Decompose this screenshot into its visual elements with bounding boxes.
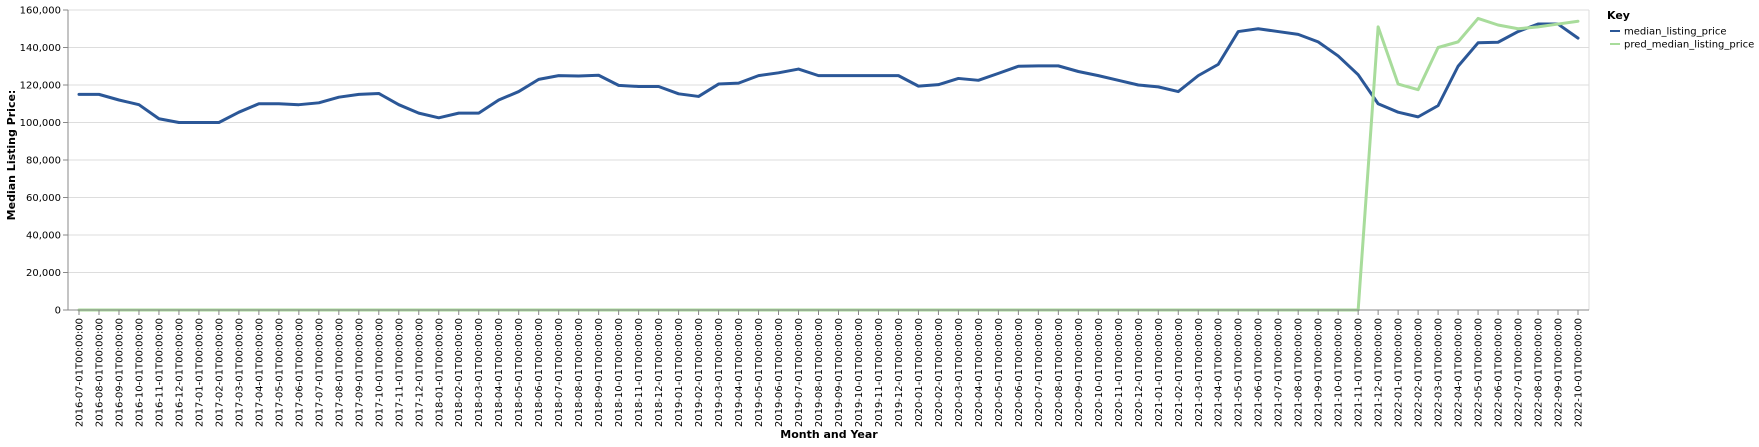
x-tick-label: 2017-07-01T00:00:00 [314,318,325,427]
x-tick-label: 2022-02-01T00:00:00 [1414,318,1425,427]
x-tick-label: 2018-10-01T00:00:00 [614,318,625,427]
x-tick-label: 2018-04-01T00:00:00 [494,318,505,427]
x-tick-label: 2021-05-01T00:00:00 [1234,318,1245,427]
legend-title: Key [1607,9,1630,22]
x-tick-label: 2018-12-01T00:00:00 [654,318,665,427]
y-axis-title: Median Listing Price: [5,90,18,221]
x-tick-label: 2021-07-01T00:00:00 [1274,318,1285,427]
legend: Key median_listing_price pred_median_list… [1607,9,1754,51]
x-tick-label: 2018-02-01T00:00:00 [454,318,465,427]
y-tick-label: 60,000 [26,193,61,204]
series-lines [77,16,1580,312]
x-tick-label: 2016-09-01T00:00:00 [114,318,125,427]
x-tick-label: 2019-03-01T00:00:00 [714,318,725,427]
x-tick-label: 2022-08-01T00:00:00 [1534,318,1545,427]
x-axis-title: Month and Year [780,428,878,441]
x-tick-label: 2017-10-01T00:00:00 [374,318,385,427]
x-tick-label: 2018-03-01T00:00:00 [474,318,485,427]
x-tick-label: 2021-09-01T00:00:00 [1314,318,1325,427]
x-tick-label: 2021-01-01T00:00:00 [1154,318,1165,427]
x-tick-label: 2019-10-01T00:00:00 [854,318,865,427]
series-line-pred_median_listing_price [77,16,1580,312]
x-tick-label: 2019-04-01T00:00:00 [734,318,745,427]
x-tick-label: 2017-06-01T00:00:00 [294,318,305,427]
x-tick-label: 2020-01-01T00:00:00 [914,318,925,427]
x-tick-label: 2022-10-01T00:00:00 [1574,318,1585,427]
x-tick-label: 2021-10-01T00:00:00 [1334,318,1345,427]
x-tick-label: 2022-06-01T00:00:00 [1494,318,1505,427]
x-tick-label: 2017-03-01T00:00:00 [234,318,245,427]
x-tick-label: 2019-06-01T00:00:00 [774,318,785,427]
y-tick-label: 140,000 [20,43,61,54]
x-tick-label: 2020-09-01T00:00:00 [1074,318,1085,427]
x-tick-label: 2017-09-01T00:00:00 [354,318,365,427]
x-tick-label: 2017-08-01T00:00:00 [334,318,345,427]
x-tick-label: 2020-11-01T00:00:00 [1114,318,1125,427]
x-tick-label: 2020-10-01T00:00:00 [1094,318,1105,427]
x-tick-label: 2022-05-01T00:00:00 [1474,318,1485,427]
x-tick-label: 2021-08-01T00:00:00 [1294,318,1305,427]
x-tick-label: 2017-04-01T00:00:00 [254,318,265,427]
x-tick-label: 2019-05-01T00:00:00 [754,318,765,427]
x-tick-label: 2016-12-01T00:00:00 [174,318,185,427]
x-tick-label: 2018-08-01T00:00:00 [574,318,585,427]
y-tick-label: 40,000 [26,231,61,242]
x-tick-label: 2018-11-01T00:00:00 [634,318,645,427]
x-tick-label: 2017-02-01T00:00:00 [214,318,225,427]
series-line-median_listing_price [77,22,1580,124]
x-tick-label: 2021-02-01T00:00:00 [1174,318,1185,427]
x-tick-label: 2020-06-01T00:00:00 [1014,318,1025,427]
x-tick-label: 2021-06-01T00:00:00 [1254,318,1265,427]
x-tick-label: 2018-07-01T00:00:00 [554,318,565,427]
x-tick-label: 2020-03-01T00:00:00 [954,318,965,427]
x-axis-ticks: 2016-07-01T00:00:00 2016-08-01T00:00:00 20… [75,310,1585,427]
legend-items: median_listing_price pred_median_listing_… [1610,27,1754,51]
x-tick-label: 2022-03-01T00:00:00 [1434,318,1445,427]
x-tick-label: 2019-01-01T00:00:00 [674,318,685,427]
x-tick-label: 2022-07-01T00:00:00 [1514,318,1525,427]
x-tick-label: 2016-08-01T00:00:00 [94,318,105,427]
x-tick-label: 2018-06-01T00:00:00 [534,318,545,427]
x-tick-label: 2022-01-01T00:00:00 [1394,318,1405,427]
x-tick-label: 2019-12-01T00:00:00 [894,318,905,427]
x-tick-label: 2021-11-01T00:00:00 [1354,318,1365,427]
x-tick-label: 2016-11-01T00:00:00 [154,318,165,427]
x-tick-label: 2020-12-01T00:00:00 [1134,318,1145,427]
x-tick-label: 2019-02-01T00:00:00 [694,318,705,427]
x-tick-label: 2020-04-01T00:00:00 [974,318,985,427]
y-tick-label: 120,000 [20,81,61,92]
x-tick-label: 2018-09-01T00:00:00 [594,318,605,427]
x-tick-label: 2019-07-01T00:00:00 [794,318,805,427]
x-tick-label: 2019-08-01T00:00:00 [814,318,825,427]
x-tick-label: 2021-04-01T00:00:00 [1214,318,1225,427]
x-tick-label: 2020-05-01T00:00:00 [994,318,1005,427]
y-tick-label: 160,000 [20,6,61,17]
x-tick-label: 2017-01-01T00:00:00 [194,318,205,427]
x-tick-label: 2018-05-01T00:00:00 [514,318,525,427]
legend-label-median_listing_price: median_listing_price [1624,27,1727,38]
x-tick-label: 2021-03-01T00:00:00 [1194,318,1205,427]
y-tick-label: 100,000 [20,118,61,129]
legend-label-pred_median_listing_price: pred_median_listing_price [1624,40,1754,51]
y-tick-label: 0 [55,306,61,317]
x-tick-label: 2021-12-01T00:00:00 [1374,318,1385,427]
x-tick-label: 2018-01-01T00:00:00 [434,318,445,427]
x-tick-label: 2017-12-01T00:00:00 [414,318,425,427]
x-tick-label: 2022-04-01T00:00:00 [1454,318,1465,427]
x-tick-label: 2019-11-01T00:00:00 [874,318,885,427]
x-tick-label: 2022-09-01T00:00:00 [1554,318,1565,427]
x-tick-label: 2016-07-01T00:00:00 [75,318,86,427]
x-tick-label: 2017-11-01T00:00:00 [394,318,405,427]
x-tick-label: 2016-10-01T00:00:00 [134,318,145,427]
x-tick-label: 2020-07-01T00:00:00 [1034,318,1045,427]
y-tick-label: 20,000 [26,268,61,279]
y-tick-label: 80,000 [26,156,61,167]
y-axis-ticks: 0 20,000 40,000 60,000 80,000 100,000 120,000 1… [20,6,68,317]
x-tick-label: 2017-05-01T00:00:00 [274,318,285,427]
gridlines [68,9,1590,311]
x-tick-label: 2020-08-01T00:00:00 [1054,318,1065,427]
x-tick-label: 2019-09-01T00:00:00 [834,318,845,427]
x-tick-label: 2020-02-01T00:00:00 [934,318,945,427]
